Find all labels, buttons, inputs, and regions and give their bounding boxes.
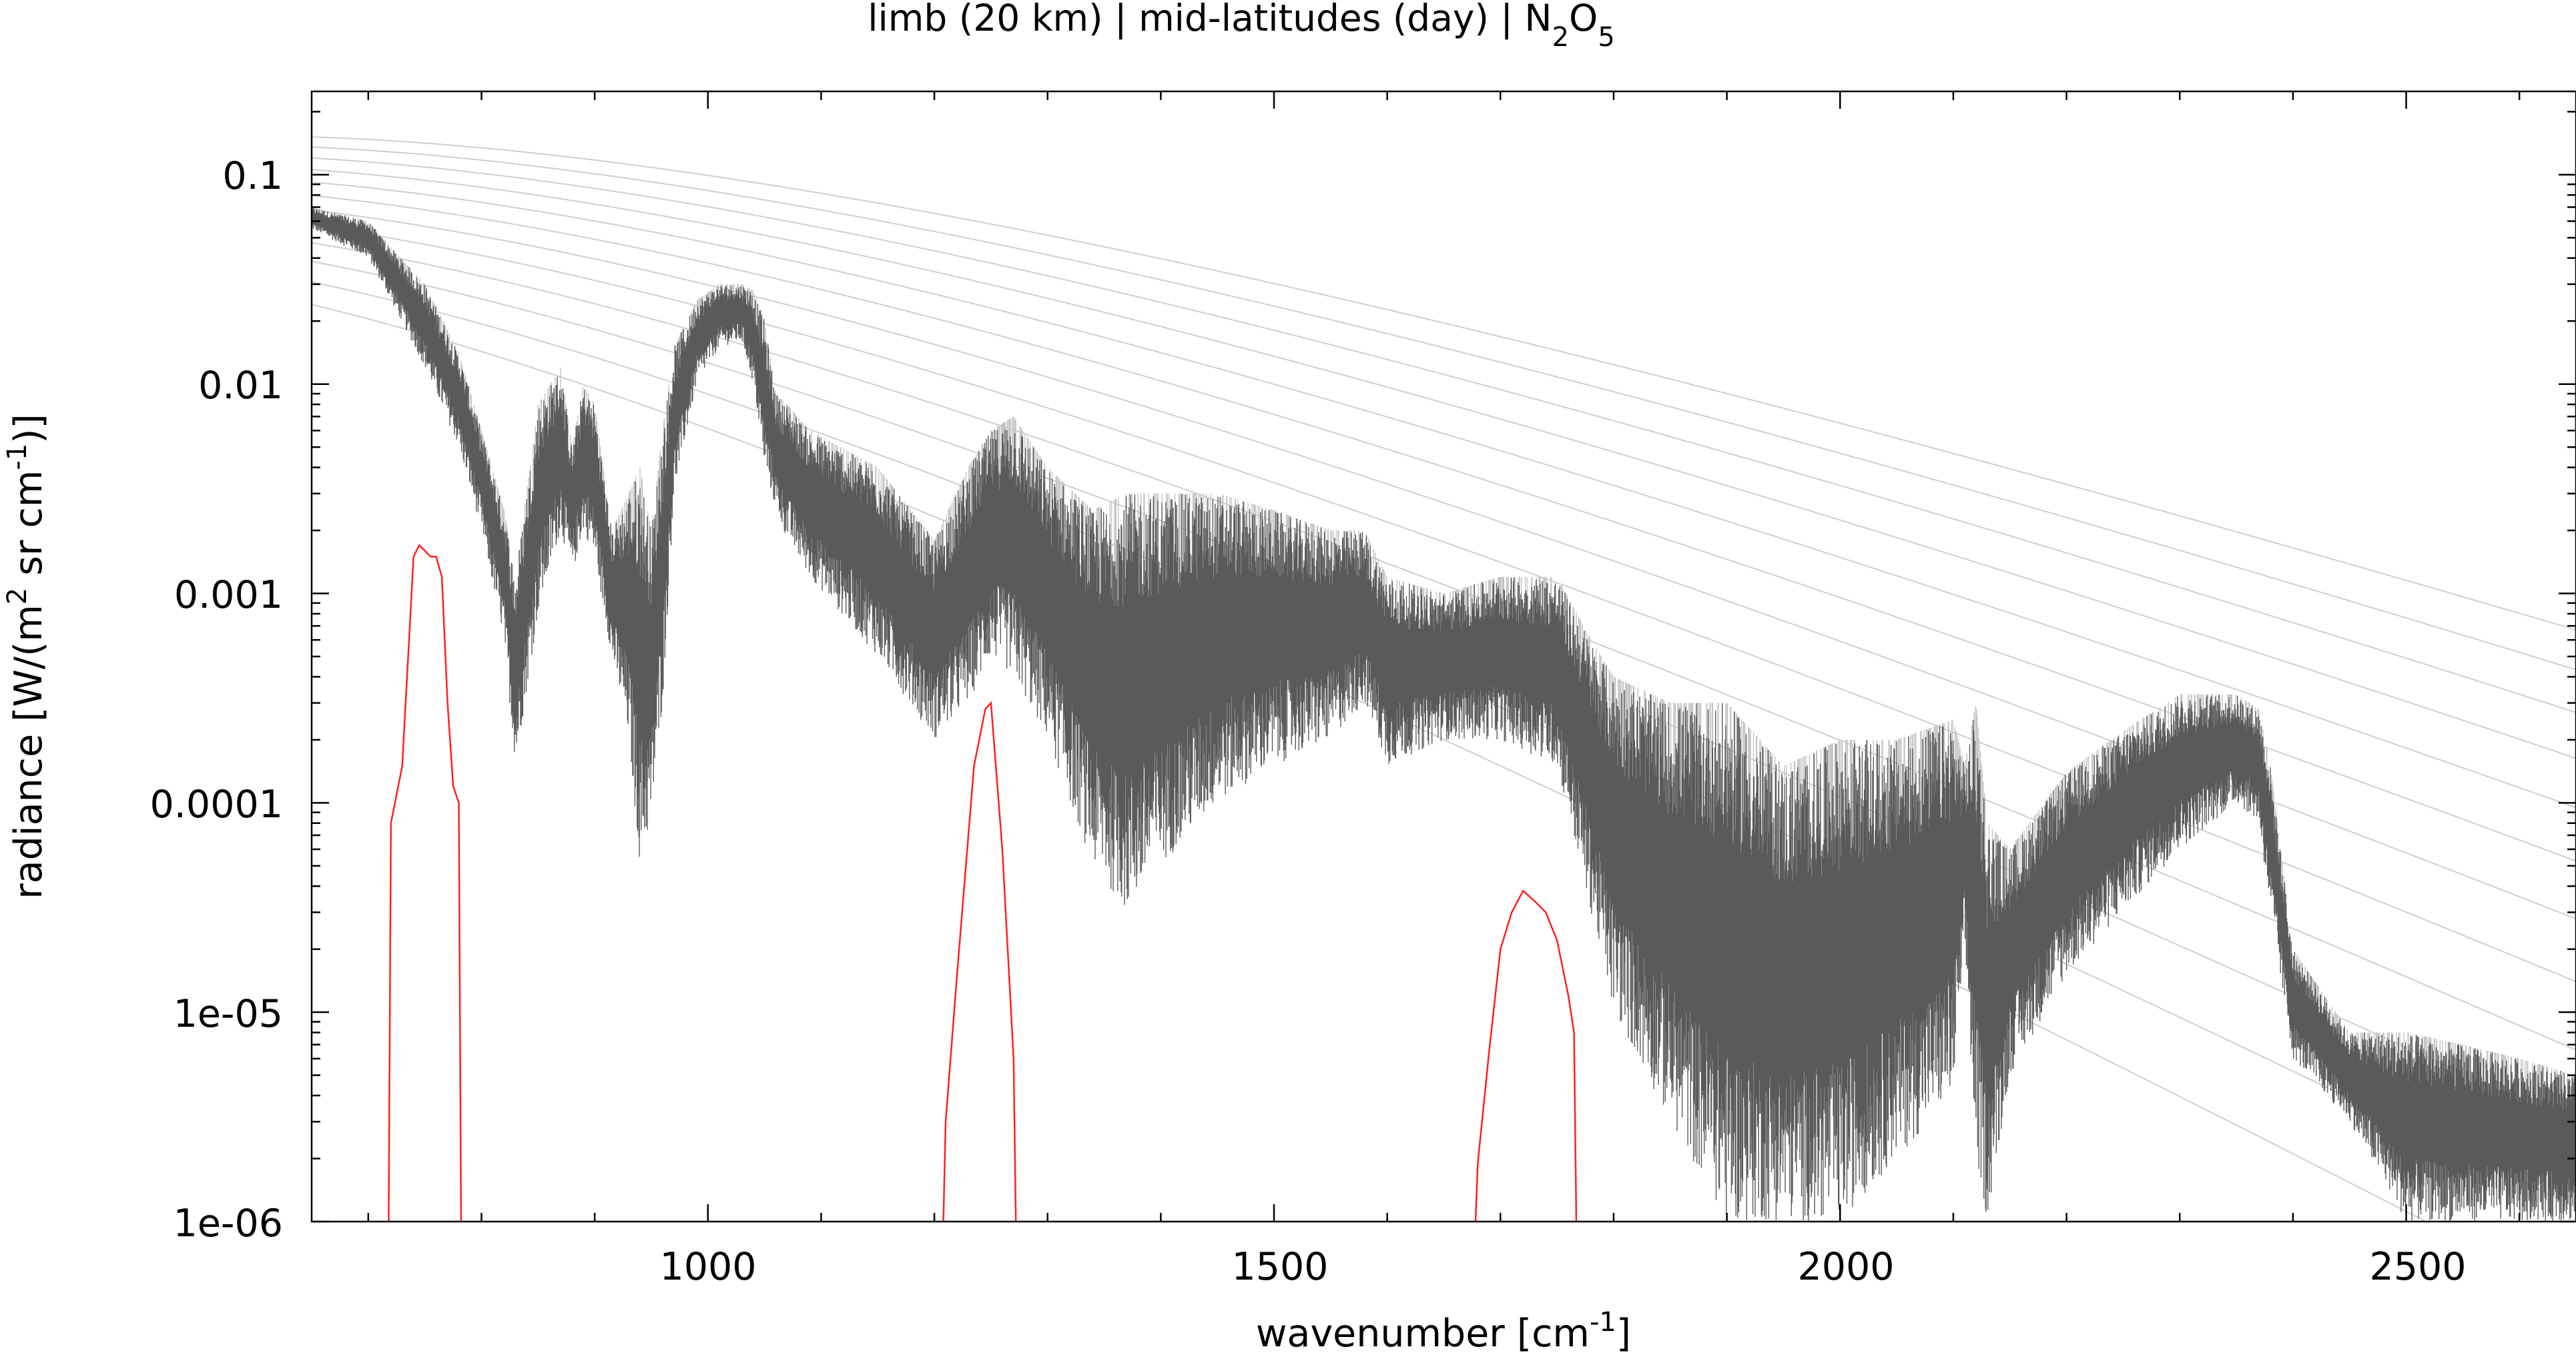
filter-curve-3	[1474, 889, 1578, 1222]
planck-curve-240K	[312, 209, 2576, 920]
y-tick-label-0.1: 0.1	[222, 154, 283, 198]
y-tick-label-0.0001: 0.0001	[150, 783, 283, 827]
filter-curve-2	[942, 701, 1017, 1222]
planck-curve-230K	[312, 225, 2576, 983]
y-tick-label-0.01: 0.01	[198, 364, 283, 408]
y-tick-label-0.001: 0.001	[174, 573, 283, 617]
x-tick-label-1500: 1500	[1231, 1245, 1328, 1289]
planck-curve-300K	[312, 136, 2576, 631]
radiance-spectrum	[312, 207, 2576, 1222]
filter-functions	[388, 544, 1578, 1222]
x-tick-label-2500: 2500	[2369, 1245, 2466, 1289]
planck-curve-280K	[312, 157, 2576, 713]
x-tick-label-1000: 1000	[659, 1245, 756, 1289]
planck-curve-260K	[312, 181, 2576, 809]
planck-curve-290K	[312, 146, 2576, 670]
x-axis-ticks	[367, 91, 2521, 1222]
y-axis-label: radiance [W/(m2 sr cm-1)]	[2, 414, 51, 899]
chart-title: limb (20 km) | mid-latitudes (day) | N2O…	[868, 0, 1615, 53]
planck-curve-220K	[312, 242, 2576, 1051]
spectrum-light-trace	[313, 207, 2575, 1107]
y-tick-label-1e-05: 1e-05	[174, 992, 283, 1036]
y-axis-ticks	[312, 111, 2576, 1223]
planck-curve-190K	[312, 304, 2428, 1222]
planck-curve-270K	[312, 169, 2576, 759]
filter-curve-1	[388, 544, 462, 1222]
x-axis-label: wavenumber [cm-1]	[1256, 1307, 1631, 1356]
x-tick-label-2000: 2000	[1797, 1245, 1894, 1289]
y-tick-label-1e-06: 1e-06	[174, 1202, 283, 1246]
spectrum-dark-trace	[312, 207, 2576, 1222]
